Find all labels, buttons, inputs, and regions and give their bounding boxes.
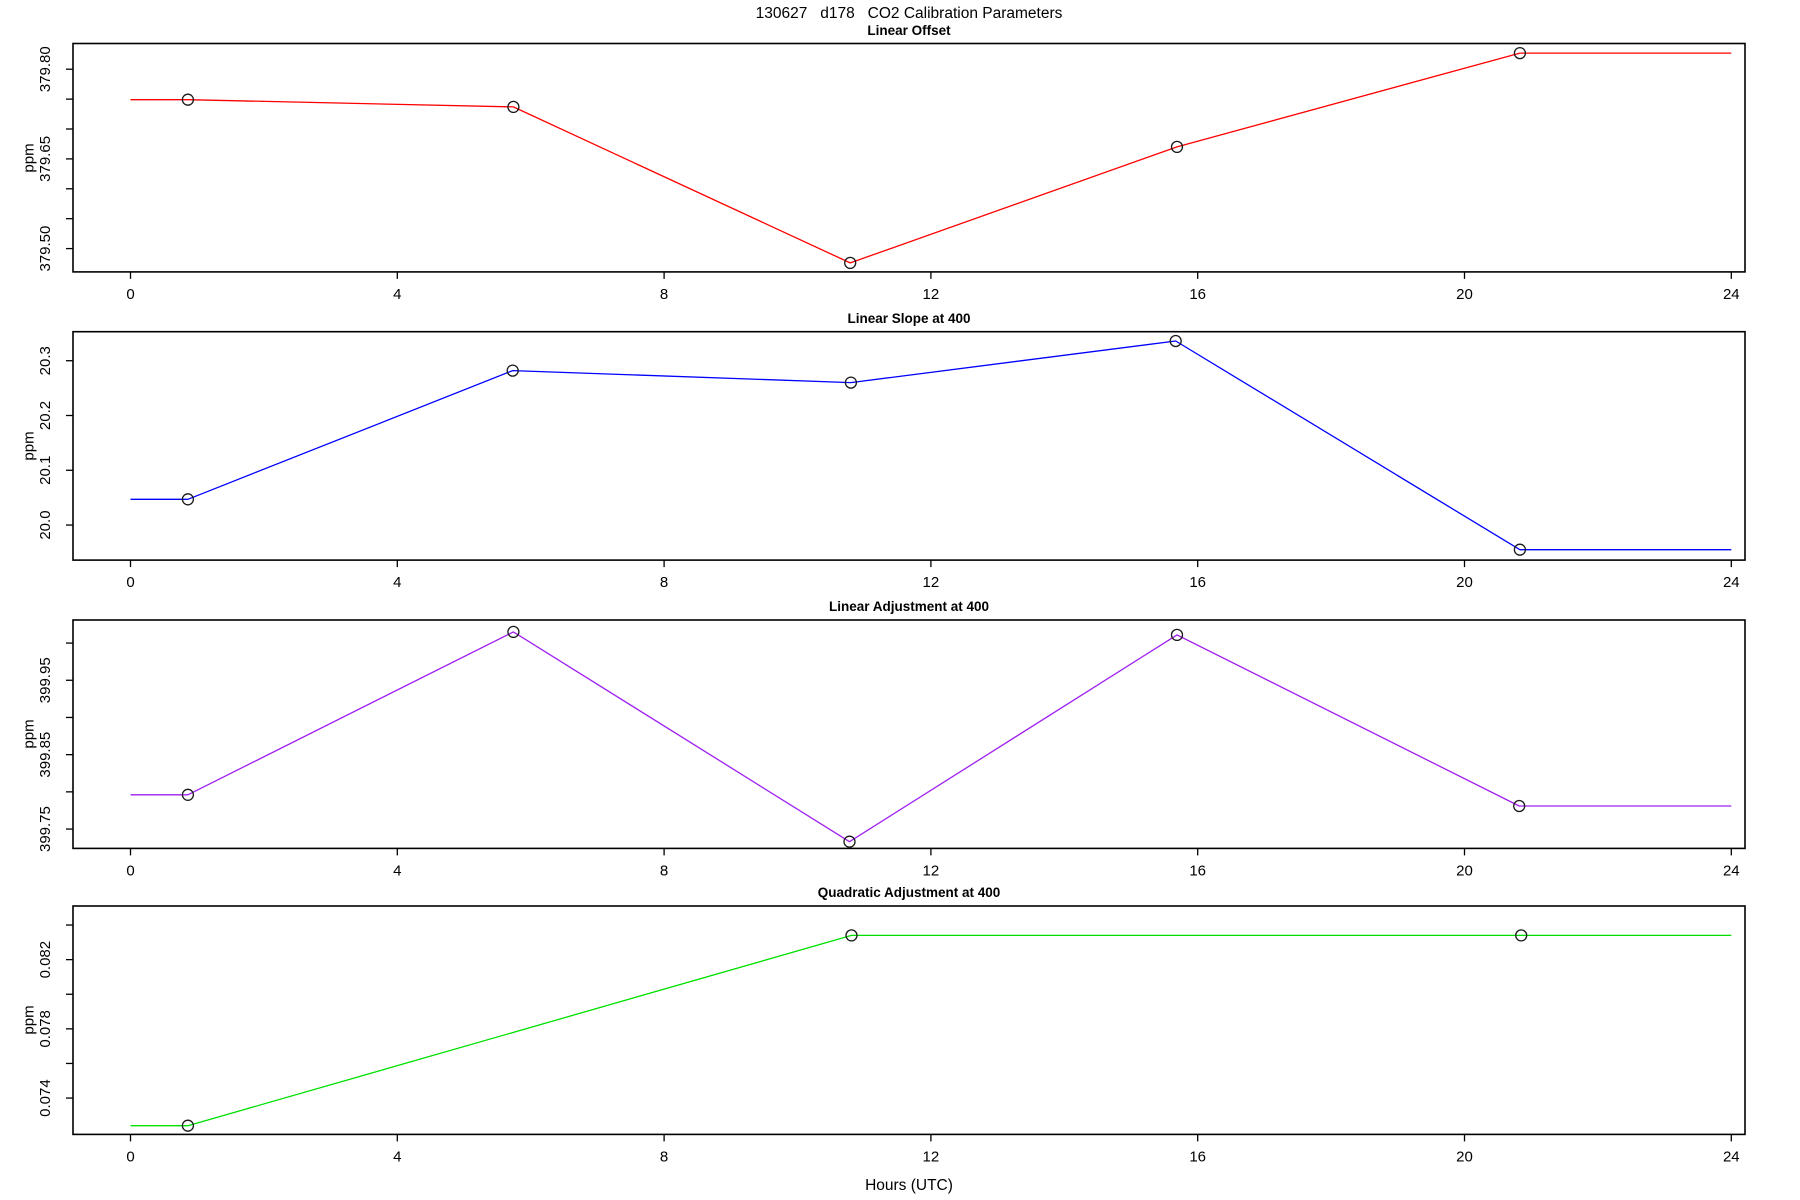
y-tick-label: 0.074 <box>37 1079 54 1117</box>
x-tick-label: 8 <box>660 574 668 591</box>
x-tick-label: 4 <box>393 286 401 303</box>
series-line <box>130 340 1732 551</box>
panel-frame <box>72 42 1746 273</box>
x-tick-label: 0 <box>126 862 134 879</box>
data-point-marker <box>845 929 858 942</box>
y-axis-label-panel-4: ppm <box>20 1005 38 1035</box>
x-tick-label: 16 <box>1189 1148 1206 1165</box>
x-tick-label: 20 <box>1456 286 1473 303</box>
data-point-marker <box>844 256 857 270</box>
y-axis-label-panel-1: ppm <box>20 143 38 173</box>
data-point-marker <box>1513 543 1527 556</box>
data-point-marker <box>843 835 856 848</box>
panel-title-linear-offset: Linear Offset <box>867 23 951 38</box>
y-tick-label: 20.3 <box>37 346 54 375</box>
series-line <box>130 631 1732 843</box>
x-axis-label: Hours (UTC) <box>865 1177 953 1194</box>
y-tick-label: 379.65 <box>37 136 54 182</box>
data-point-marker <box>181 93 195 106</box>
panel-frame <box>72 905 1746 1136</box>
x-tick-label: 16 <box>1189 862 1206 879</box>
data-point-marker <box>1170 628 1184 642</box>
y-tick-label: 20.1 <box>37 456 54 485</box>
x-tick-label: 12 <box>923 862 940 879</box>
x-tick-label: 24 <box>1723 574 1740 591</box>
y-tick-label: 0.082 <box>37 941 54 979</box>
data-point-marker <box>181 493 195 506</box>
panel-frame <box>72 330 1746 561</box>
y-axis-label-panel-3: ppm <box>20 719 38 749</box>
series-line <box>130 934 1732 1127</box>
y-tick-label: 20.0 <box>37 510 54 539</box>
panel-frame <box>72 619 1746 850</box>
y-tick-label: 379.50 <box>37 226 54 272</box>
series-line <box>130 52 1732 264</box>
x-tick-label: 4 <box>393 862 401 879</box>
data-point-marker <box>181 1119 195 1132</box>
data-point-marker <box>1513 799 1526 813</box>
x-tick-label: 12 <box>923 574 940 591</box>
data-point-marker <box>1513 46 1527 60</box>
x-tick-label: 12 <box>923 286 940 303</box>
x-tick-label: 24 <box>1723 1148 1740 1165</box>
x-tick-label: 20 <box>1456 1148 1473 1165</box>
x-tick-label: 24 <box>1723 862 1740 879</box>
chart-title: 130627 d178 CO2 Calibration Parameters <box>755 5 1063 22</box>
x-tick-label: 4 <box>393 574 401 591</box>
x-tick-label: 12 <box>923 1148 940 1165</box>
data-point-marker <box>1169 334 1182 348</box>
data-point-marker <box>506 364 519 377</box>
data-point-marker <box>507 625 520 639</box>
panel-linear-offset: 379.80 379.65 379.50 0 4 8 12 16 20 24 <box>37 42 1746 303</box>
x-tick-label: 8 <box>660 1148 668 1165</box>
y-tick-label: 399.95 <box>37 657 54 703</box>
x-tick-label: 20 <box>1456 574 1473 591</box>
panel-linear-adjustment-at-400: 399.95 399.85 399.75 0 4 8 12 16 20 24 <box>37 619 1746 879</box>
data-point-marker <box>181 788 195 801</box>
panel-title-linear-slope: Linear Slope at 400 <box>847 311 971 326</box>
x-tick-label: 0 <box>126 286 134 303</box>
y-tick-label: 379.80 <box>37 46 54 92</box>
panel-linear-slope-at-400: 20.3 20.2 20.1 20.0 0 4 8 12 16 20 24 <box>37 330 1746 591</box>
x-tick-label: 0 <box>126 1148 134 1165</box>
x-tick-label: 24 <box>1723 286 1740 303</box>
panel-title-quadratic-adjustment: Quadratic Adjustment at 400 <box>817 885 1001 900</box>
x-tick-label: 8 <box>660 862 668 879</box>
x-tick-label: 4 <box>393 1148 401 1165</box>
y-tick-label: 399.75 <box>37 806 54 852</box>
x-tick-label: 8 <box>660 286 668 303</box>
x-tick-label: 0 <box>126 574 134 591</box>
y-tick-label: 20.2 <box>37 401 54 430</box>
x-tick-label: 16 <box>1189 286 1206 303</box>
panel-quadratic-adjustment-at-400: 0.082 0.078 0.074 0 4 8 12 16 20 24 <box>37 905 1746 1165</box>
y-tick-label: 399.85 <box>37 732 54 778</box>
data-point-marker <box>844 376 858 389</box>
panel-title-linear-adjustment: Linear Adjustment at 400 <box>828 599 990 614</box>
y-tick-label: 0.078 <box>37 1010 54 1048</box>
x-tick-label: 16 <box>1189 574 1206 591</box>
y-axis-label-panel-2: ppm <box>20 431 38 461</box>
data-point-marker <box>1170 140 1184 154</box>
data-point-marker <box>507 100 520 114</box>
data-point-marker <box>1515 929 1528 942</box>
x-tick-label: 20 <box>1456 862 1473 879</box>
